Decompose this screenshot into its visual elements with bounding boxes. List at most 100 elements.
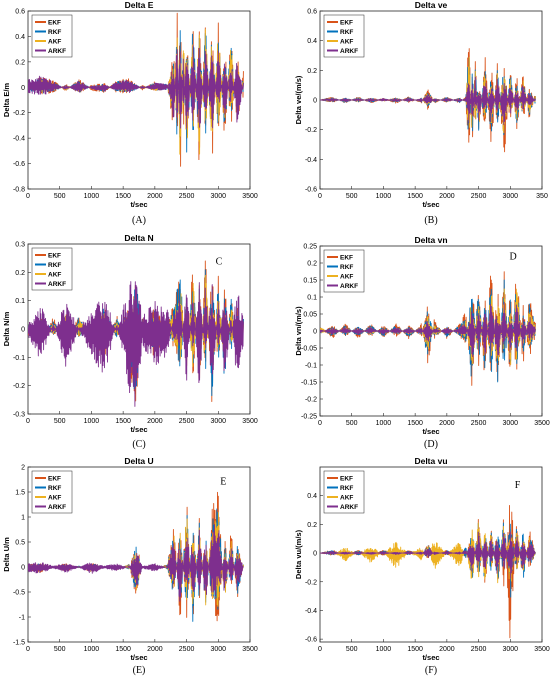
x-tick-label: 3000 xyxy=(210,193,226,200)
legend-label-rkf: RKF xyxy=(48,29,61,36)
x-tick-label: 1500 xyxy=(407,193,423,200)
x-tick-label: 3500 xyxy=(242,193,258,200)
legend-label-arkf: ARKF xyxy=(48,281,66,288)
chart-title: Delta ve xyxy=(415,0,448,10)
x-tick-label: 2000 xyxy=(439,193,455,200)
x-tick-label: 3500 xyxy=(534,420,550,427)
x-tick-label: 2500 xyxy=(179,646,195,653)
panel-caption: (B) xyxy=(424,215,437,226)
x-tick-label: 2000 xyxy=(147,193,163,200)
y-axis-label: Delta vu/(m/s) xyxy=(294,529,303,579)
x-axis-label: t/sec xyxy=(422,200,439,209)
y-tick-label: -0.6 xyxy=(305,187,317,194)
series-group xyxy=(28,491,244,622)
x-tick-label: 3000 xyxy=(502,420,518,427)
y-axis-label: Delta U/m xyxy=(2,537,11,572)
annotation-label: D xyxy=(510,252,517,263)
y-tick-label: 1.5 xyxy=(15,490,25,497)
legend-label-arkf: ARKF xyxy=(340,48,358,55)
x-tick-label: 3000 xyxy=(502,646,518,653)
x-tick-label: 500 xyxy=(346,420,358,427)
y-tick-label: -1.5 xyxy=(13,640,25,647)
x-tick-label: 3000 xyxy=(210,646,226,653)
y-tick-label: 1 xyxy=(21,515,25,522)
y-tick-label: -0.25 xyxy=(301,414,317,421)
legend-label-akf: AKF xyxy=(48,272,61,279)
y-tick-label: -1 xyxy=(19,615,25,622)
panel-caption: (D) xyxy=(424,439,438,450)
y-tick-label: -0.1 xyxy=(305,363,317,370)
y-tick-label: 0.25 xyxy=(303,244,317,251)
x-tick-label: 1000 xyxy=(376,646,392,653)
x-tick-label: 2000 xyxy=(439,646,455,653)
legend-label-ekf: EKF xyxy=(340,255,353,262)
series-line-arkf xyxy=(28,524,244,602)
chart-title: Delta U xyxy=(124,456,153,466)
x-tick-label: 500 xyxy=(54,193,66,200)
x-tick-label: 1000 xyxy=(376,420,392,427)
x-tick-label: 500 xyxy=(346,646,358,653)
series-line-arkf xyxy=(28,281,244,407)
y-tick-label: -0.3 xyxy=(13,412,25,419)
legend-label-arkf: ARKF xyxy=(48,504,66,511)
legend-label-akf: AKF xyxy=(48,39,61,46)
x-tick-label: 1500 xyxy=(115,418,131,425)
legend: EKF RKF AKF ARKF xyxy=(31,14,73,58)
y-tick-label: 0.1 xyxy=(307,295,317,302)
x-tick-label: 2500 xyxy=(471,420,487,427)
legend-label-arkf: ARKF xyxy=(340,283,358,290)
legend-label-rkf: RKF xyxy=(340,29,353,36)
legend: EKF RKF AKF ARKF xyxy=(323,249,365,293)
y-tick-label: -0.2 xyxy=(305,397,317,404)
series-group xyxy=(320,504,536,639)
x-tick-label: 2500 xyxy=(471,646,487,653)
x-tick-label: 2000 xyxy=(147,418,163,425)
series-line-arkf xyxy=(320,531,536,579)
y-tick-label: -0.1 xyxy=(13,355,25,362)
y-tick-label: 0.1 xyxy=(15,298,25,305)
y-tick-label: 2 xyxy=(21,465,25,472)
legend-label-rkf: RKF xyxy=(48,262,61,269)
panel-caption: (C) xyxy=(132,439,145,450)
series-group xyxy=(28,260,244,407)
y-tick-label: -0.2 xyxy=(305,127,317,134)
x-tick-label: 0 xyxy=(26,646,30,653)
x-tick-label: 500 xyxy=(346,193,358,200)
y-tick-label: 0.4 xyxy=(307,493,317,500)
legend-label-ekf: EKF xyxy=(48,253,61,260)
y-tick-label: 0 xyxy=(21,327,25,334)
x-tick-label: 2000 xyxy=(439,420,455,427)
x-tick-label: 2500 xyxy=(179,193,195,200)
y-tick-label: -0.4 xyxy=(305,608,317,615)
y-tick-label: -0.6 xyxy=(305,637,317,644)
x-tick-label: 1500 xyxy=(407,420,423,427)
y-tick-label: 0.6 xyxy=(307,9,317,16)
x-tick-label: 3500 xyxy=(242,418,258,425)
chart-panel-4: Delta vn 0 500 1000 1500 2000 2500 3000 3500 -0.2… xyxy=(294,235,550,450)
x-tick-label: 1500 xyxy=(115,646,131,653)
x-tick-label: 1000 xyxy=(84,418,100,425)
panel-caption: (E) xyxy=(133,665,146,676)
y-tick-label: 0.2 xyxy=(307,522,317,529)
x-tick-label: 2000 xyxy=(147,646,163,653)
chart-title: Delta E xyxy=(125,0,154,10)
x-tick-label: 3500 xyxy=(242,646,258,653)
legend-label-ekf: EKF xyxy=(340,20,353,27)
series-group xyxy=(320,48,536,153)
x-tick-label: 1500 xyxy=(407,646,423,653)
series-line-arkf xyxy=(320,76,536,126)
x-tick-label: 0 xyxy=(318,420,322,427)
annotation-label: E xyxy=(220,477,226,488)
legend-label-ekf: EKF xyxy=(48,20,61,27)
y-tick-label: 0.2 xyxy=(307,261,317,268)
y-tick-label: 0.2 xyxy=(15,270,25,277)
legend-label-rkf: RKF xyxy=(340,264,353,271)
panel-caption: (F) xyxy=(425,665,437,676)
y-axis-label: Delta vn/(m/s) xyxy=(294,306,303,356)
x-tick-label: 500 xyxy=(54,646,66,653)
chart-title: Delta vn xyxy=(414,235,447,245)
legend-label-ekf: EKF xyxy=(48,476,61,483)
y-axis-label: Delta ve/(m/s) xyxy=(294,75,303,124)
x-axis-label: t/sec xyxy=(130,425,147,434)
